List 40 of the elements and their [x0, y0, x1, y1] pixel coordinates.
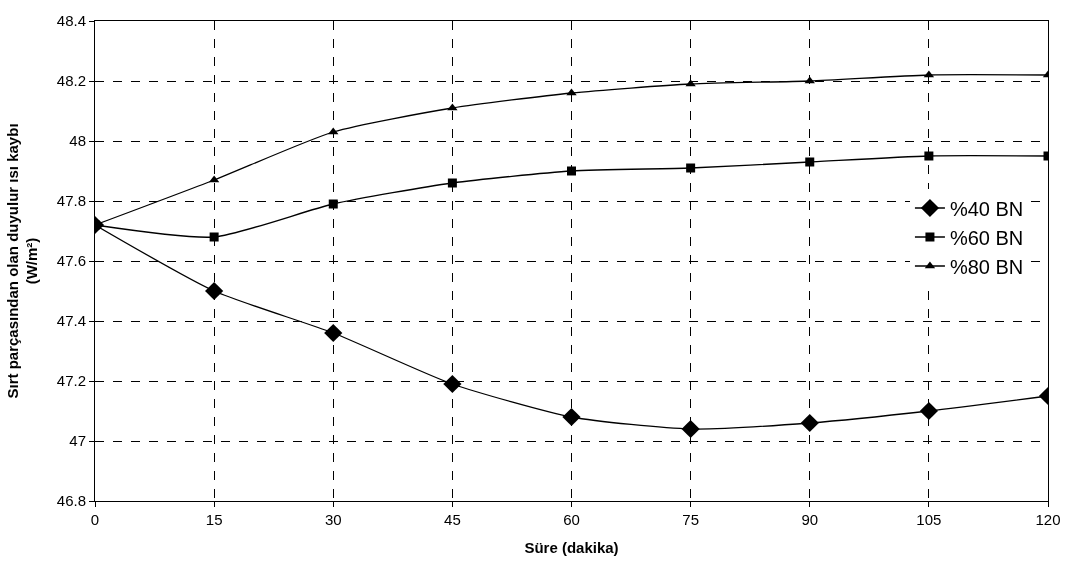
y-tick-label: 48.4 [56, 12, 86, 30]
y-tick-label: 48.2 [56, 72, 86, 90]
point [805, 157, 815, 167]
legend-label: %40 BN [949, 197, 1024, 220]
x-tick-label: 0 [90, 511, 100, 528]
point [681, 419, 700, 439]
x-tick-label: 60 [563, 511, 580, 528]
y-axis-title: Sırt parçasından olan duyulur ısı kaybı (W/m²) [3, 123, 41, 399]
legend-label: %80 BN [949, 255, 1024, 278]
point [567, 166, 576, 176]
point [328, 127, 339, 135]
y-tick-label: 48 [69, 132, 86, 150]
x-tick-label: 90 [801, 511, 819, 528]
point [447, 178, 457, 188]
y-tick-label: 47.2 [56, 372, 86, 390]
y-tick-label: 46.8 [56, 492, 86, 510]
point [566, 88, 577, 96]
point [919, 401, 938, 421]
point [328, 199, 338, 209]
y-tick-label: 47 [69, 432, 86, 450]
point [924, 151, 934, 161]
point [443, 374, 462, 394]
point [324, 323, 343, 343]
x-tick-label: 75 [682, 511, 699, 528]
x-tick-label: 15 [205, 511, 223, 528]
point [209, 232, 219, 242]
x-tick-label: 105 [916, 511, 942, 528]
point [205, 281, 224, 301]
x-tick-label: 30 [324, 511, 342, 528]
x-tick-label: 120 [1035, 511, 1061, 528]
y-tick-label: 47.8 [56, 192, 86, 210]
y-tick-label: 47.4 [56, 312, 86, 330]
point [562, 407, 581, 427]
x-tick-label: 45 [444, 511, 461, 528]
point [686, 163, 696, 173]
x-axis-title: Süre (dakika) [524, 539, 619, 556]
y-tick-label: 47.6 [56, 252, 86, 270]
point [800, 413, 819, 433]
point [804, 76, 815, 84]
legend-label: %60 BN [949, 226, 1024, 249]
